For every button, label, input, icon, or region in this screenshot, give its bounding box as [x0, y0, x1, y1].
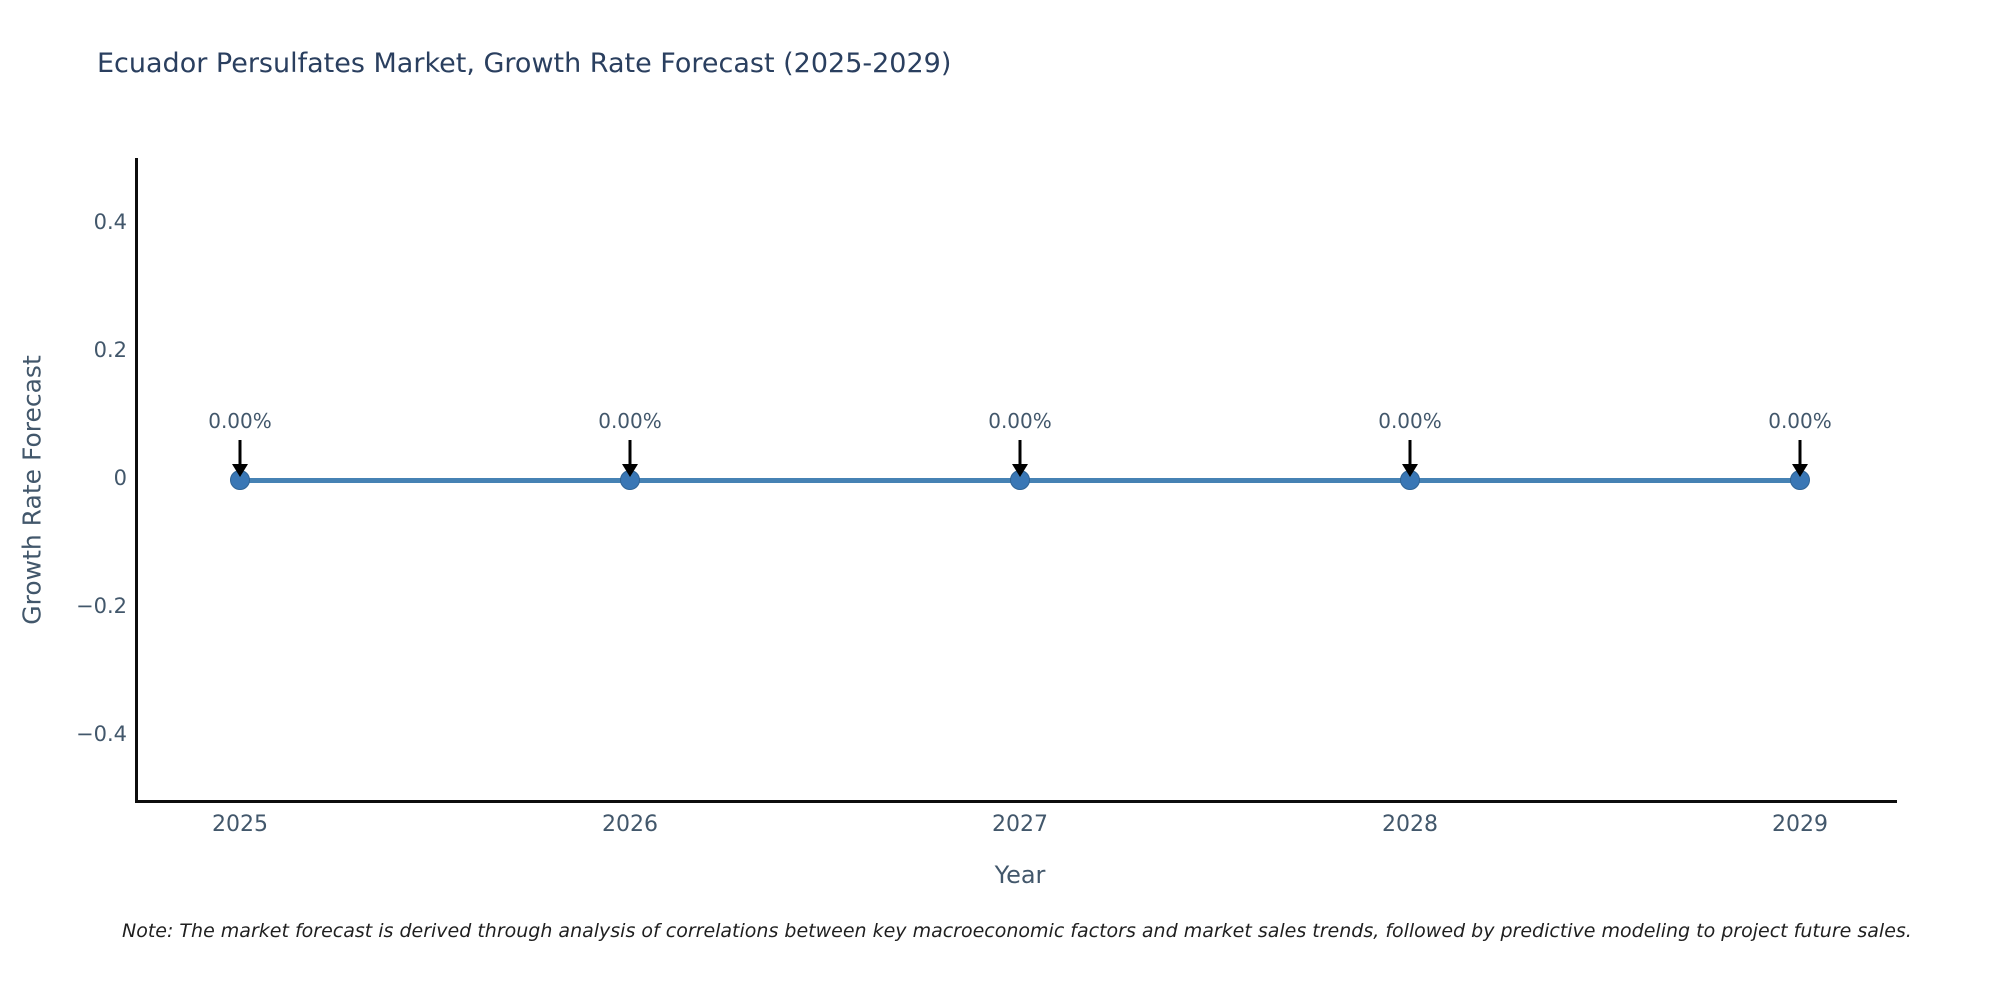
annotation-arrow-head [1012, 464, 1028, 477]
y-tick-label: 0 [113, 466, 127, 490]
annotation-arrow-stem [1798, 440, 1802, 465]
annotation-arrow-stem [238, 440, 242, 465]
annotation-label: 0.00% [208, 409, 272, 433]
annotation-arrow-stem [1408, 440, 1412, 465]
annotation-arrow-head [1402, 464, 1418, 477]
y-tick-label: −0.2 [76, 594, 127, 618]
annotation-arrow-head [1792, 464, 1808, 477]
x-tick-label: 2026 [602, 812, 658, 837]
y-axis-label: Growth Rate Forecast [17, 355, 47, 625]
annotation-label: 0.00% [1768, 409, 1832, 433]
y-tick-label: 0.2 [93, 338, 127, 362]
x-tick-label: 2029 [1772, 812, 1828, 837]
annotation-arrow-head [622, 464, 638, 477]
annotation-arrow-stem [1018, 440, 1022, 465]
y-tick-label: −0.4 [76, 722, 127, 746]
x-axis-line [135, 800, 1897, 803]
annotation-arrow-stem [628, 440, 632, 465]
footnote: Note: The market forecast is derived thr… [122, 920, 1912, 942]
x-tick-label: 2028 [1382, 812, 1438, 837]
x-tick-label: 2025 [212, 812, 268, 837]
y-axis-line [135, 158, 138, 803]
annotation-label: 0.00% [988, 409, 1052, 433]
y-tick-label: 0.4 [93, 210, 127, 234]
chart-title: Ecuador Persulfates Market, Growth Rate … [97, 48, 952, 79]
annotation-arrow-head [232, 464, 248, 477]
x-axis-label: Year [994, 861, 1046, 889]
annotation-label: 0.00% [1378, 409, 1442, 433]
annotation-label: 0.00% [598, 409, 662, 433]
x-tick-label: 2027 [992, 812, 1048, 837]
